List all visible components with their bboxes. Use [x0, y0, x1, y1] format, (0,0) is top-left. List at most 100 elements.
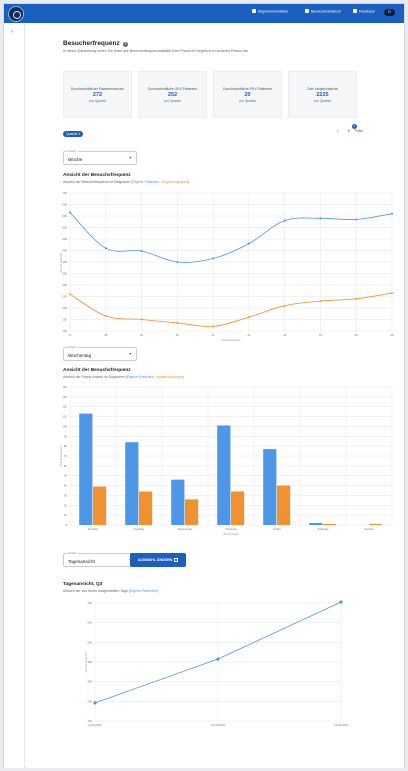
kpi-card-pkv: Durchschnittliche PKV-Patienten 20 pro Q…: [213, 71, 282, 118]
y-tick-label: 400: [87, 660, 92, 664]
user-icon: [252, 9, 256, 13]
y-tick-label: 100: [62, 329, 67, 333]
change-selection-button[interactable]: AUSWAHL ÄNDERN: [130, 553, 186, 567]
x-axis-label: Wochentage: [223, 532, 239, 536]
kpi-unit: pro Quartal: [89, 99, 106, 103]
nav-item-feedback[interactable]: Feedback: [353, 9, 375, 14]
week-view-select[interactable]: Ansicht Woche ▼: [63, 150, 137, 165]
page-subtitle: In dieser Darstellung sehen Sie Ihren al…: [63, 49, 249, 53]
filter-label[interactable]: Filter: [355, 129, 363, 133]
app-logo[interactable]: [8, 6, 24, 22]
data-point: [69, 293, 71, 296]
chevron-right-icon[interactable]: ›: [11, 29, 13, 35]
data-point: [93, 701, 97, 705]
bar: [139, 491, 153, 525]
data-point: [247, 242, 250, 245]
y-tick-label: 250: [62, 295, 67, 299]
chat-icon: [353, 9, 357, 13]
kpi-label: Zahl Vergleichsärzte: [307, 87, 338, 91]
x-tick-label: 12.09.2022: [211, 723, 225, 727]
y-tick-label: 300: [62, 283, 67, 287]
y-tick-label: 400: [62, 260, 67, 264]
series-line: [69, 212, 393, 263]
bar: [231, 491, 245, 525]
data-point: [355, 297, 358, 300]
y-tick-label: 500: [87, 640, 92, 644]
data-point: [391, 212, 393, 215]
x-tick-label: 32: [247, 333, 251, 337]
data-point: [319, 300, 322, 303]
y-axis-label: Anzahl Patienten: [59, 445, 63, 467]
nav-item-manual[interactable]: Benutzerhandbuch: [305, 9, 341, 14]
caret-down-icon: ▼: [128, 156, 132, 160]
x-tick-label: Saturday: [317, 527, 329, 531]
y-tick-label: 50: [64, 474, 68, 478]
kpi-value: 20: [244, 92, 251, 98]
nav-item-specialty[interactable]: Allgemeinmedizine: [252, 9, 288, 14]
download-icon[interactable]: ⤓: [337, 129, 339, 133]
calendar-icon: [174, 557, 179, 562]
bar: [263, 449, 277, 525]
data-point: [339, 600, 343, 604]
data-point: [391, 292, 393, 295]
x-tick-label: 36: [390, 333, 394, 337]
y-tick-label: 100: [87, 719, 92, 723]
data-point: [140, 318, 143, 321]
main-content: Besucherfrequenz i In dieser Darstellung …: [26, 23, 404, 768]
y-tick-label: 700: [62, 191, 67, 195]
chart2-title: Ansicht der Besuchsfrequenz: [63, 368, 131, 373]
y-tick-label: 700: [87, 601, 92, 605]
kpi-unit: pro Quartal: [314, 99, 331, 103]
x-tick-label: 34: [319, 333, 323, 337]
info-icon[interactable]: i: [122, 41, 128, 47]
y-tick-label: 80: [64, 444, 68, 448]
kpi-card-visits: Durchschnittlicher Patientenbesuch 272 p…: [63, 71, 132, 118]
y-tick-label: 300: [87, 680, 92, 684]
y-tick-label: 110: [63, 415, 68, 419]
x-tick-label: 13.09.2022: [334, 723, 348, 727]
x-tick-label: 30: [176, 333, 180, 337]
y-axis-label: Anzahl Patienten: [59, 251, 63, 273]
bar: [309, 523, 323, 525]
y-tick-label: 60: [64, 464, 68, 468]
filter-count-badge: 1: [352, 124, 357, 129]
y-tick-label: 550: [62, 226, 67, 230]
x-tick-label: 11.09.2022: [88, 723, 102, 727]
y-tick-label: 600: [62, 214, 67, 218]
quarter-chip[interactable]: Quartal 3: [63, 131, 83, 137]
x-tick-label: Friday: [273, 527, 281, 531]
top-bar: Allgemeinmedizine Benutzerhandbuch Feedb…: [4, 4, 404, 23]
x-tick-label: 28: [104, 333, 108, 337]
bar: [79, 413, 93, 525]
x-tick-label: Wednesday: [178, 527, 193, 531]
kpi-value: 252: [167, 92, 178, 98]
filter-icon[interactable]: ▾: [348, 129, 350, 133]
y-tick-label: 150: [62, 318, 67, 322]
y-tick-label: 70: [64, 454, 68, 458]
weekday-view-select[interactable]: Ansicht Wochentag ▼: [63, 346, 137, 361]
data-point: [216, 657, 220, 661]
x-tick-label: 27: [68, 333, 72, 337]
book-icon: [305, 9, 309, 13]
y-tick-label: 130: [62, 395, 67, 399]
data-point: [283, 304, 286, 307]
chart2-subtitle: Ansicht der Praxis-Anzahl im Diagramm (E…: [63, 375, 184, 379]
bar: [125, 442, 139, 525]
x-tick-label: 33: [283, 333, 287, 337]
kpi-value: 272: [92, 92, 103, 98]
sidebar: ›: [4, 23, 25, 768]
bar: [277, 485, 291, 525]
x-tick-label: Monday: [88, 527, 99, 531]
y-tick-label: 0: [65, 523, 67, 527]
avatar[interactable]: D: [384, 9, 395, 16]
y-tick-label: 350: [62, 272, 67, 276]
data-point: [355, 218, 358, 221]
y-tick-label: 650: [62, 203, 67, 207]
series-line: [69, 292, 393, 327]
day-view-select[interactable]: Ansicht Tagesansicht ▼: [63, 552, 137, 567]
week-line-chart: 100 150 200 250 300 350 400 450 500 550 600 650 700 2…: [59, 191, 394, 342]
x-tick-label: Sunday: [364, 527, 374, 531]
data-point: [212, 257, 215, 260]
weekday-bar-chart: 0 10 20 30 40 50 60 70 80 90 100 110 120 130 140 Monday…: [59, 385, 393, 536]
data-point: [69, 211, 71, 214]
